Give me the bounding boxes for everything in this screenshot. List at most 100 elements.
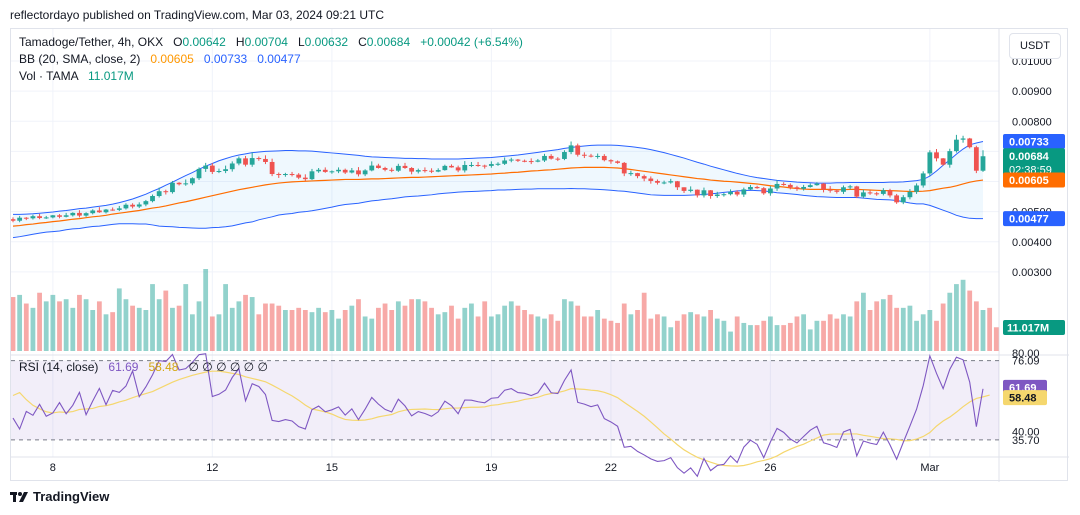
volume-bar bbox=[170, 307, 175, 351]
candle-body bbox=[854, 186, 860, 197]
volume-bar bbox=[681, 314, 687, 351]
volume-bar bbox=[422, 301, 428, 351]
bb-lower-line bbox=[12, 187, 983, 239]
candle-body bbox=[601, 155, 607, 161]
volume-bar bbox=[83, 299, 89, 351]
candle-body bbox=[462, 164, 468, 171]
candle-body bbox=[70, 212, 76, 216]
candle-body bbox=[11, 219, 16, 221]
open-value: 0.00642 bbox=[182, 35, 226, 49]
volume-bar bbox=[482, 301, 488, 351]
price-tick-label: 0.00800 bbox=[1012, 116, 1052, 128]
volume-bar bbox=[774, 325, 780, 351]
price-badge bbox=[1003, 148, 1065, 179]
volume-bar bbox=[980, 310, 986, 351]
volume-legend: Vol · TAMA 11.017M bbox=[19, 69, 134, 83]
candle-body bbox=[482, 165, 488, 167]
candle-body bbox=[488, 164, 494, 166]
ohlc-legend: Tamadoge/Tether, 4h, OKX O0.00642 H0.007… bbox=[19, 35, 523, 49]
candle-body bbox=[940, 158, 946, 165]
volume-bar bbox=[973, 301, 979, 351]
volume-bar bbox=[395, 301, 401, 351]
candle-body bbox=[143, 201, 149, 205]
volume-bar bbox=[927, 310, 933, 351]
candle-body bbox=[668, 181, 674, 183]
volume-bar bbox=[515, 305, 521, 351]
rsi-band-fill bbox=[11, 360, 999, 440]
time-tick-label: Mar bbox=[920, 462, 939, 474]
volume-bar bbox=[841, 314, 846, 351]
volume-bar bbox=[648, 318, 654, 351]
volume-bar bbox=[203, 269, 209, 351]
candle-body bbox=[681, 187, 687, 191]
volume-bar bbox=[342, 310, 348, 351]
candle-body bbox=[535, 160, 541, 162]
volume-bar bbox=[70, 307, 76, 351]
candle-body bbox=[57, 215, 62, 217]
change-value: +0.00042 (+6.54%) bbox=[420, 35, 523, 49]
chart-canvas[interactable]: 0.010000.009000.008000.007000.006000.005… bbox=[11, 29, 1069, 482]
volume-bar bbox=[522, 310, 527, 351]
time-tick-label: 12 bbox=[206, 462, 218, 474]
volume-bar bbox=[542, 318, 547, 351]
volume-bar bbox=[17, 294, 23, 351]
time-tick-label: 19 bbox=[485, 462, 497, 474]
rsi-label[interactable]: RSI (14, close) bbox=[19, 360, 99, 374]
candle-body bbox=[163, 191, 169, 193]
footer-brand[interactable]: TradingView bbox=[33, 489, 110, 504]
volume-bar bbox=[714, 318, 720, 351]
candle-body bbox=[562, 152, 567, 159]
publisher-line: reflectordayo published on TradingView.c… bbox=[10, 8, 384, 22]
candle-body bbox=[548, 155, 554, 159]
candle-body bbox=[276, 174, 282, 176]
candle-body bbox=[794, 187, 800, 189]
candle-body bbox=[429, 170, 434, 172]
volume-bar bbox=[914, 320, 919, 351]
rsi-tick-label: 76.09 bbox=[1012, 356, 1040, 368]
rsi-tick-label: 35.70 bbox=[1012, 435, 1040, 447]
candle-body bbox=[661, 182, 667, 184]
volume-bar bbox=[960, 279, 966, 351]
candle-body bbox=[701, 190, 707, 196]
candle-body bbox=[927, 152, 933, 174]
rsi-badge bbox=[1003, 390, 1047, 406]
candle-body bbox=[542, 155, 547, 161]
price-badges: 0.007330.0068402:38:590.006050.0047711.0… bbox=[1003, 133, 1065, 406]
tradingview-logo-icon bbox=[10, 491, 28, 503]
volume-bar bbox=[449, 305, 454, 351]
price-badge bbox=[1003, 172, 1065, 188]
candle-body bbox=[223, 169, 228, 172]
candle-body bbox=[821, 183, 826, 190]
candle-body bbox=[203, 165, 209, 169]
symbol-title[interactable]: Tamadoge/Tether, 4h, OKX bbox=[19, 35, 164, 49]
candle-body bbox=[708, 190, 713, 197]
volume-label[interactable]: Vol · TAMA bbox=[19, 69, 78, 83]
price-badge bbox=[1003, 133, 1065, 149]
volume-bar bbox=[336, 318, 341, 351]
candle-body bbox=[17, 217, 23, 221]
price-badge-label: 0.00605 bbox=[1009, 175, 1049, 187]
volume-bar bbox=[189, 314, 195, 351]
currency-button[interactable]: USDT bbox=[1009, 33, 1061, 59]
volume-bar bbox=[993, 327, 999, 351]
candle-body bbox=[508, 159, 514, 161]
bb-label[interactable]: BB (20, SMA, close, 2) bbox=[19, 52, 141, 66]
volume-bar bbox=[807, 329, 813, 351]
candle-body bbox=[761, 188, 767, 194]
volume-bar bbox=[601, 318, 607, 351]
volume-bar bbox=[801, 314, 807, 351]
candle-body bbox=[774, 183, 780, 189]
candlesticks bbox=[11, 134, 986, 223]
bb-legend: BB (20, SMA, close, 2) 0.00605 0.00733 0… bbox=[19, 52, 301, 66]
candle-body bbox=[415, 170, 421, 172]
candle-body bbox=[329, 171, 335, 173]
volume-bar bbox=[475, 316, 481, 351]
candle-body bbox=[30, 216, 36, 219]
candle-body bbox=[263, 158, 268, 162]
volume-bar bbox=[216, 314, 222, 351]
bb-upper-line bbox=[13, 141, 984, 215]
candle-body bbox=[595, 155, 601, 157]
candle-body bbox=[316, 169, 322, 172]
rsi-ma-value: 58.48 bbox=[148, 360, 179, 374]
rsi-tick-label: 80.00 bbox=[1012, 348, 1040, 360]
